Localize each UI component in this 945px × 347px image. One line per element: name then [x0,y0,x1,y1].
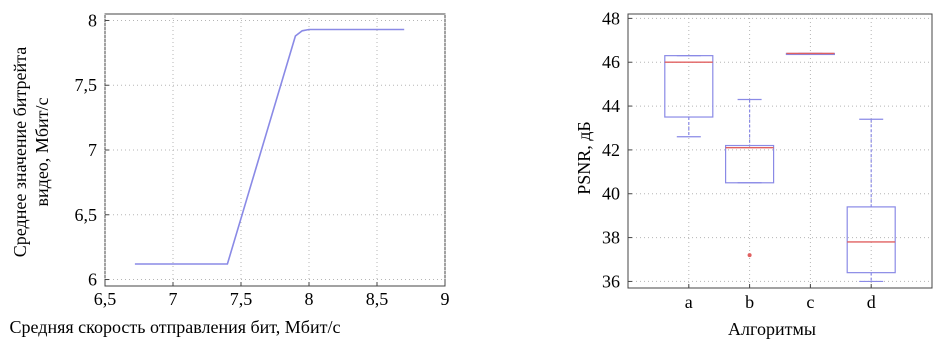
right-y-tick-label: 46 [602,52,620,72]
right-boxes [664,52,896,283]
left-x-tick-label: 7 [169,289,178,309]
right-y-axis-label: PSNR, дБ [574,121,594,195]
bitrate-line-chart: 6,5 7 7,5 8 8,5 9 66,577,58 Средняя скорость … [10,10,450,337]
psnr-box-chart: 36 38 40 42 44 46 48 a b c d Алгоритмы PSNR, дБ [574,8,933,339]
right-x-tick-label: d [867,292,876,312]
box-a [664,55,714,138]
right-y-tick-labels: 36 38 40 42 44 46 48 [602,8,620,291]
box-c [785,52,836,56]
right-x-tick-label: c [806,292,814,312]
left-x-tick-label: 8 [305,289,314,309]
left-y-tick-label: 7,5 [75,75,98,95]
left-y-tick-labels: 6 6,5 7 7,5 8 [75,10,98,289]
left-x-tick-label: 9 [441,289,450,309]
left-y-axis-label-line1: Среднее значение битрейта [10,47,30,257]
left-grid [104,14,446,286]
left-y-tick-label: 7 [88,140,97,160]
left-y-tick-label: 6 [88,270,97,290]
right-x-tick-label: b [745,292,754,312]
left-series-line [134,28,405,265]
left-x-tick-label: 8,5 [366,289,389,309]
box-outlier [747,253,752,258]
box-b [724,98,775,258]
right-y-tick-label: 40 [602,184,620,204]
right-x-tick-label: a [685,292,693,312]
box-d [846,118,896,283]
left-x-tick-label: 6,5 [94,289,117,309]
left-x-tick-labels: 6,5 7 7,5 8 8,5 9 [94,289,450,309]
left-series [134,28,405,265]
left-y-axis-label-line2: видео, Мбит/с [32,98,52,207]
left-x-axis-label: Средняя скорость отправления бит, Мбит/с [10,317,341,337]
left-y-tick-label: 6,5 [75,205,98,225]
box-rect [724,144,775,184]
right-y-tick-label: 48 [602,8,620,28]
right-x-tick-labels: a b c d [685,292,876,312]
right-y-tick-label: 42 [602,140,620,160]
box-rect [846,206,896,274]
right-y-tick-label: 38 [602,228,620,248]
right-x-axis-label: Алгоритмы [728,319,816,339]
right-y-tick-label: 44 [602,96,620,116]
box-rect [664,55,714,118]
right-y-tick-label: 36 [602,271,620,291]
left-x-tick-label: 7,5 [230,289,253,309]
left-y-tick-label: 8 [88,10,97,30]
